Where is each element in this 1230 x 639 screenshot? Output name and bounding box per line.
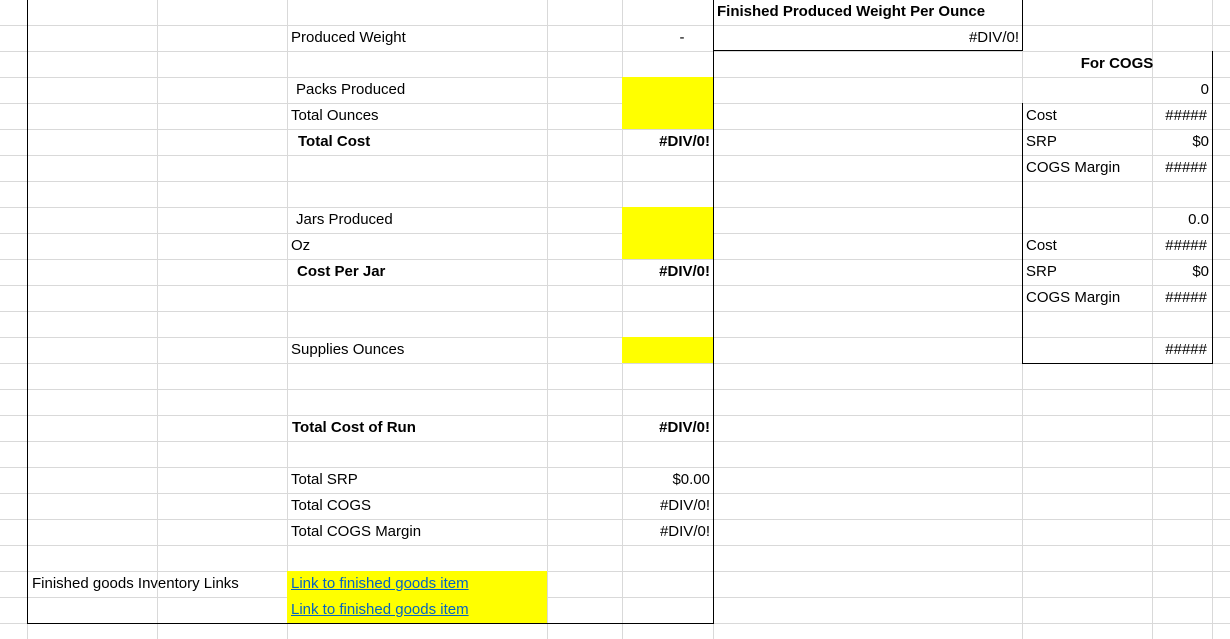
cogs-block2-cost-value[interactable]: ##### <box>1165 237 1207 254</box>
inventory-links-highlight <box>287 571 547 623</box>
bottom-border <box>27 623 714 624</box>
total-srp-value[interactable]: $0.00 <box>672 471 710 488</box>
packs-produced-label: Packs Produced <box>296 81 406 98</box>
main-right-border <box>713 0 714 624</box>
total-cost-of-run-value[interactable]: #DIV/0! <box>659 419 710 436</box>
cogs-block2-cost-label: Cost <box>1026 237 1057 254</box>
total-srp-label: Total SRP <box>291 471 358 488</box>
cogs-block1-cost-value[interactable]: ##### <box>1165 107 1207 124</box>
total-ounces-label: Total Ounces <box>291 107 379 124</box>
weight-per-ounce-header: Finished Produced Weight Per Ounce <box>717 3 986 20</box>
cogs-block1-srp-label: SRP <box>1026 133 1057 150</box>
supplies-ounces-input-highlight <box>622 337 713 363</box>
total-cogs-label: Total COGS <box>291 497 372 514</box>
cogs-block2-margin-label: COGS Margin <box>1026 289 1121 306</box>
total-cogs-margin-value[interactable]: #DIV/0! <box>659 523 710 540</box>
cost-per-jar-value[interactable]: #DIV/0! <box>659 263 710 280</box>
total-cost-of-run-label: Total Cost of Run <box>292 419 416 436</box>
cogs-block2-margin-value[interactable]: ##### <box>1165 289 1207 306</box>
packs-ounces-input-highlight <box>622 77 713 129</box>
finished-goods-link-1[interactable]: Link to finished goods item <box>291 575 469 592</box>
cogs-box-right-border <box>1212 51 1213 364</box>
cogs-header: For COGS <box>1080 55 1154 72</box>
cogs-block1-margin-label: COGS Margin <box>1026 159 1121 176</box>
cogs-block2-srp-value[interactable]: $0 <box>1192 263 1209 280</box>
finished-goods-link-2[interactable]: Link to finished goods item <box>291 601 469 618</box>
cost-per-jar-label: Cost Per Jar <box>297 263 386 280</box>
cogs-bottom-value[interactable]: ##### <box>1165 341 1207 358</box>
cogs-block2-srp-label: SRP <box>1026 263 1057 280</box>
cogs-block2-top-value[interactable]: 0.0 <box>1188 211 1209 228</box>
total-cost-label: Total Cost <box>298 133 371 150</box>
total-cost-value[interactable]: #DIV/0! <box>659 133 710 150</box>
cogs-block1-margin-value[interactable]: ##### <box>1165 159 1207 176</box>
jars-produced-label: Jars Produced <box>296 211 393 228</box>
jars-oz-input-highlight <box>622 207 713 259</box>
total-cogs-value[interactable]: #DIV/0! <box>659 497 710 514</box>
weight-box-right-border <box>1022 0 1023 51</box>
produced-weight-value[interactable]: - <box>679 29 685 46</box>
cogs-block1-top-value[interactable]: 0 <box>1200 81 1209 98</box>
cogs-box-bottom-border <box>1022 363 1213 364</box>
produced-weight-label: Produced Weight <box>291 29 406 46</box>
cogs-block1-srp-value[interactable]: $0 <box>1192 133 1209 150</box>
cogs-block1-cost-label: Cost <box>1026 107 1057 124</box>
total-cogs-margin-label: Total COGS Margin <box>291 523 422 540</box>
oz-label: Oz <box>291 237 311 254</box>
cogs-box-left-border <box>1022 103 1023 364</box>
left-border <box>27 0 28 624</box>
inventory-links-label: Finished goods Inventory Links <box>32 575 239 592</box>
weight-per-ounce-value[interactable]: #DIV/0! <box>968 29 1019 46</box>
supplies-ounces-label: Supplies Ounces <box>291 341 405 358</box>
weight-box-bottom-border <box>713 50 1023 51</box>
